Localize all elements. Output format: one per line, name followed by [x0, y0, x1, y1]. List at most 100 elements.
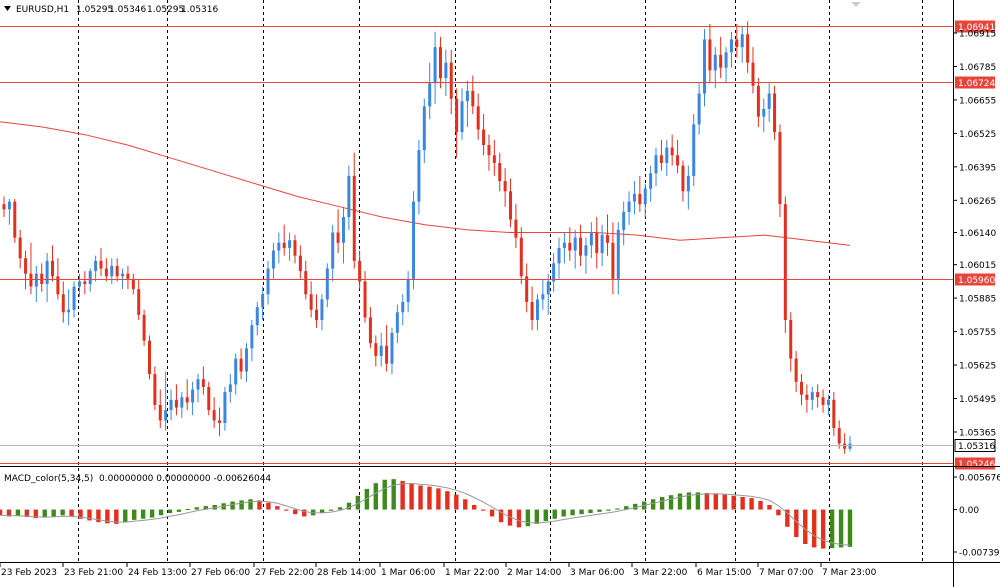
candle	[336, 209, 340, 254]
candle-body	[503, 181, 507, 192]
candle	[719, 36, 723, 79]
candle-body	[767, 93, 771, 109]
moving-average	[0, 121, 851, 246]
candle	[180, 392, 184, 418]
candle-body	[751, 62, 755, 86]
macd-bar	[516, 509, 522, 528]
macd-bar	[427, 486, 432, 510]
candle	[255, 302, 259, 336]
candle-body	[29, 273, 33, 287]
candle-body	[266, 268, 270, 295]
candle	[13, 199, 17, 243]
candle-body	[104, 268, 108, 277]
candle-body	[309, 294, 313, 310]
candle-body	[606, 235, 610, 243]
candle-body	[412, 201, 416, 279]
macd-bar	[203, 506, 208, 510]
candle	[724, 47, 728, 84]
candle	[196, 374, 200, 403]
candle	[778, 124, 782, 218]
macd-bar	[248, 499, 253, 510]
candle-body	[196, 379, 200, 390]
candle-body	[385, 345, 389, 364]
macd-bar	[820, 509, 826, 549]
candle-body	[158, 404, 162, 421]
macd-bar	[149, 509, 155, 518]
candle	[649, 165, 653, 202]
candle	[115, 258, 119, 282]
level-tag-label: 1.06941	[958, 23, 995, 33]
candle-body	[654, 155, 658, 174]
time-tick-label: 6 Mar 15:00	[697, 568, 752, 578]
macd-bar	[176, 509, 182, 512]
candle	[164, 371, 168, 431]
candle-body	[320, 299, 324, 321]
candle	[568, 227, 572, 261]
price-tick-label: 1.05885	[959, 295, 996, 305]
candle	[632, 181, 636, 215]
candle-body	[659, 155, 663, 163]
level-tag-label: 1.06724	[958, 79, 995, 89]
macd-bar	[552, 509, 557, 519]
current-price-tag	[954, 439, 996, 452]
candle	[525, 263, 529, 313]
macd-bar	[337, 507, 343, 510]
candle	[498, 152, 502, 192]
macd-bar	[328, 509, 334, 511]
macd-bar	[731, 495, 736, 510]
candle	[627, 191, 631, 225]
candle-body	[444, 62, 448, 79]
candle	[45, 253, 49, 303]
price-tick-label: 1.06395	[959, 163, 996, 173]
candle	[137, 278, 141, 321]
candle	[546, 273, 550, 315]
macd-bar	[615, 508, 620, 510]
candle-body	[821, 397, 825, 405]
candle-body	[778, 132, 782, 205]
level-tag	[955, 273, 995, 286]
candle	[433, 31, 437, 104]
candle	[126, 265, 130, 290]
candle-body	[455, 98, 459, 133]
macd-pane: 0.0056767 0.00 -0.0073967	[0, 474, 1000, 559]
price-tick-label: 1.05625	[959, 362, 996, 372]
candle	[288, 232, 292, 261]
candle	[212, 397, 216, 429]
candle	[331, 224, 335, 282]
candle-body	[848, 443, 852, 449]
candle-body	[153, 374, 157, 405]
candles	[2, 21, 852, 454]
macd-bar	[740, 496, 745, 510]
candle-body	[24, 258, 28, 274]
candle	[352, 152, 356, 269]
candle-body	[293, 240, 297, 256]
scroll-marker-icon[interactable]	[851, 2, 861, 7]
candle	[816, 384, 820, 408]
vertical-grid	[78, 0, 923, 562]
symbol-menu-triangle-icon[interactable]	[4, 6, 11, 11]
candle-body	[525, 276, 529, 303]
macd-bar	[436, 488, 441, 510]
macd-bar	[758, 500, 763, 510]
candle	[552, 253, 556, 292]
macd-bar	[51, 509, 56, 517]
candle-body	[390, 332, 394, 364]
candle	[805, 384, 809, 413]
candle	[368, 307, 372, 349]
price-tick-label: 1.06655	[959, 96, 996, 106]
candle-body	[201, 379, 205, 387]
candle	[239, 348, 243, 380]
candle	[234, 353, 238, 395]
macd-bar	[624, 506, 629, 510]
macd-bar	[445, 491, 450, 510]
candle	[482, 114, 486, 156]
candle-body	[40, 273, 44, 284]
level-tag	[955, 76, 995, 89]
candle-body	[562, 242, 566, 248]
candle-body	[212, 410, 216, 421]
candle	[810, 386, 814, 411]
macd-bar	[140, 509, 146, 519]
macd-bar	[579, 509, 584, 515]
macd-bar	[346, 502, 352, 510]
